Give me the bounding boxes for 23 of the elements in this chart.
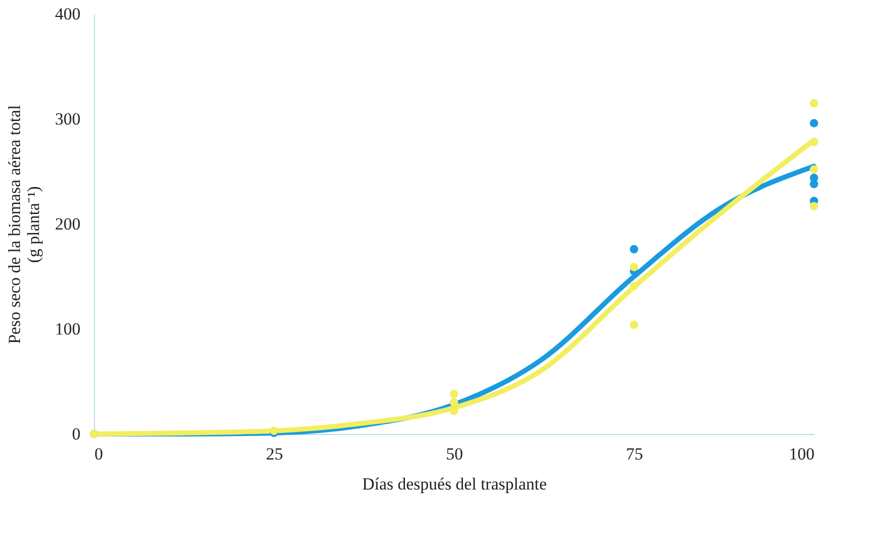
y-axis-title: Peso seco de la biomasa aérea total (g planta⁻¹) [5, 104, 43, 344]
point [810, 202, 818, 210]
y-tick-label: 200 [55, 214, 80, 234]
point [810, 165, 818, 174]
x-tick-label: 100 [789, 444, 814, 464]
y-tick-label: 400 [55, 4, 80, 24]
y-tick-label: 100 [55, 320, 80, 338]
point [810, 99, 818, 108]
point [450, 406, 458, 416]
point [810, 138, 818, 146]
y-tick-label: 300 [55, 110, 80, 128]
y-tick-label: 0 [72, 424, 80, 444]
x-tick-label: 25 [266, 444, 283, 464]
point [630, 282, 638, 290]
point [630, 320, 638, 329]
point [450, 390, 458, 398]
x-tick-label: 75 [626, 444, 643, 464]
point [810, 119, 818, 128]
point [630, 262, 638, 272]
x-axis-title: Días después del trasplante [362, 474, 547, 494]
point [630, 245, 638, 254]
x-tick-label: 0 [94, 444, 103, 464]
x-tick-label: 50 [446, 444, 463, 464]
